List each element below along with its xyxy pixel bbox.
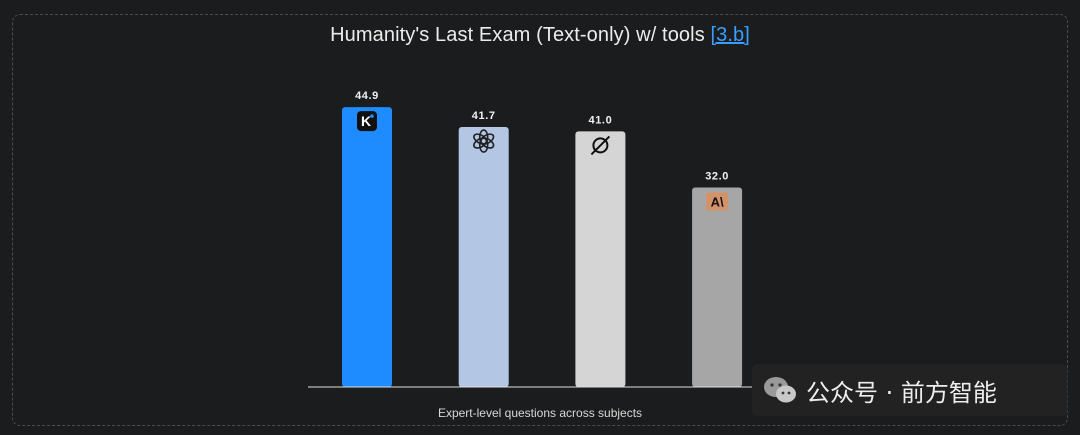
svg-text:K: K bbox=[361, 113, 371, 129]
bar bbox=[458, 127, 509, 387]
bar-value-label: 32.0 bbox=[705, 171, 729, 183]
bar bbox=[692, 187, 743, 387]
wechat-icon bbox=[764, 377, 796, 403]
chart-frame bbox=[12, 14, 1068, 426]
x-axis-label: Expert-level questions across subjects bbox=[437, 406, 643, 420]
bar-value-label: 41.7 bbox=[472, 110, 496, 122]
kimi-icon: K bbox=[357, 111, 377, 132]
reference-link[interactable]: [3.b] bbox=[710, 24, 750, 46]
bars-group: 44.9 K 41.7 41.0 32.0 A\ bbox=[342, 90, 743, 387]
chart-title: Humanity's Last Exam (Text-only) w/ tool… bbox=[0, 24, 1080, 47]
bar bbox=[342, 107, 392, 387]
bar bbox=[575, 131, 626, 387]
watermark: 公众号 · 前方智能 bbox=[752, 364, 1068, 416]
anthropic-icon: A\ bbox=[706, 192, 729, 211]
grok-icon bbox=[590, 135, 611, 156]
openai-icon bbox=[473, 129, 495, 153]
bar-value-label: 41.0 bbox=[588, 114, 612, 126]
chart-title-text: Humanity's Last Exam (Text-only) w/ tool… bbox=[330, 24, 705, 46]
svg-text:A\: A\ bbox=[711, 195, 724, 210]
watermark-text: 公众号 · 前方智能 bbox=[806, 378, 997, 407]
bar-value-label: 44.9 bbox=[355, 90, 379, 102]
